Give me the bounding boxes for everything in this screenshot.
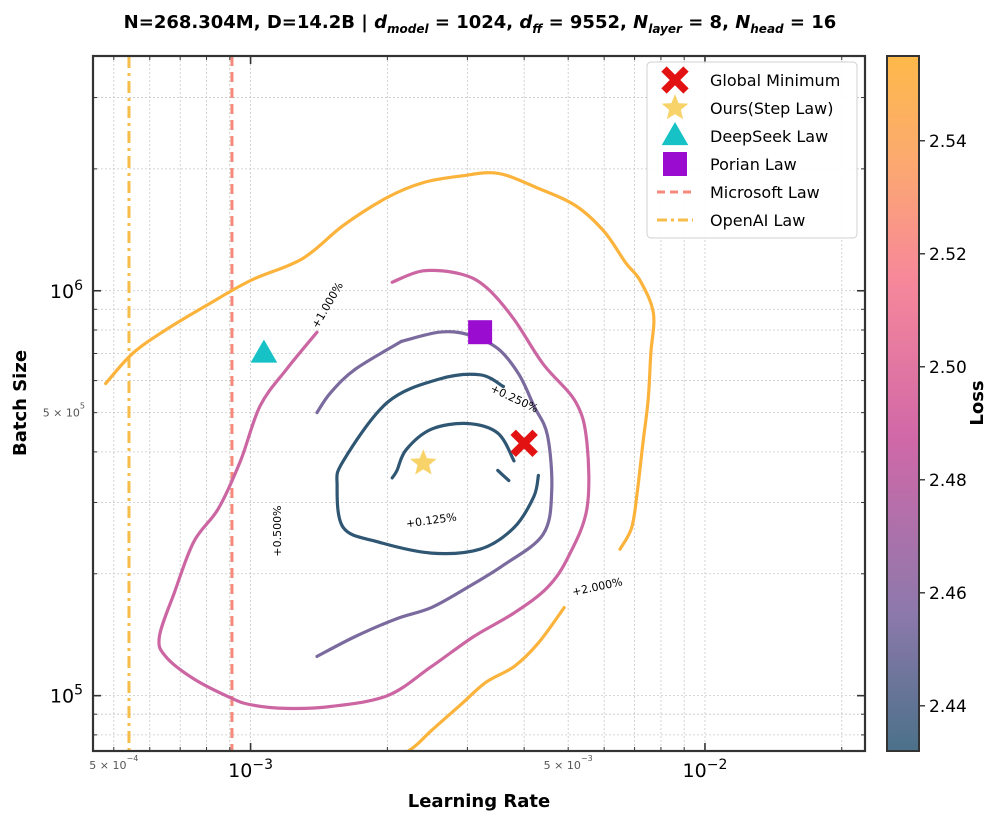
tick-labels: 10−3 10−2 5 × 10−4 5 × 10−3 105 106 5 × 105 — [43, 278, 728, 782]
title-dmodel-val: = 1024, — [429, 12, 520, 33]
x-tick-label: 10−2 — [683, 757, 728, 782]
title-dmodel-sym: d — [374, 12, 388, 33]
chart-title: N=268.304M, D=14.2B | dmodel = 1024, dff… — [124, 12, 837, 36]
colorbar-tick-label: 2.52 — [929, 245, 967, 265]
colorbar-tick-label: 2.46 — [929, 584, 967, 604]
legend-porian-law-label: Porian Law — [710, 155, 797, 174]
ours-step-law-marker — [408, 447, 439, 477]
x-axis-label: Learning Rate — [408, 791, 550, 812]
porian-law-marker — [468, 320, 493, 345]
title-nhead-sym: N — [735, 12, 750, 33]
colorbar-tick-label: 2.48 — [929, 471, 967, 491]
title-nhead-val: = 16 — [784, 12, 837, 33]
contour-0-250pct-line — [335, 372, 540, 556]
legend-deepseek-law-label: DeepSeek Law — [710, 127, 828, 146]
colorbar-tick-label: 2.50 — [929, 358, 967, 378]
contour-0-125pct-line — [496, 468, 511, 483]
contour-0-500pct-label: +0.500% — [271, 505, 284, 556]
title-nlayer-sub: layer — [648, 22, 683, 36]
legend-porian-law-swatch — [663, 152, 687, 176]
plot-frame — [91, 54, 867, 753]
reference-lines — [127, 56, 234, 751]
colorbar-label: Loss — [967, 380, 988, 425]
title-nlayer-val: = 8, — [682, 12, 735, 33]
colorbar: 2.44 2.46 2.48 2.50 2.52 2.54 Loss — [886, 55, 988, 752]
title-dff-sub: ff — [532, 22, 543, 36]
legend-deepseek-law-swatch — [661, 122, 689, 146]
y-tick-label: 105 — [50, 683, 83, 708]
x-tick-label: 10−3 — [228, 757, 273, 782]
title-prefix: N=268.304M, D=14.2B | — [124, 12, 374, 33]
legend-ours-step-law-label: Ours(Step Law) — [710, 99, 833, 118]
legend-global-minimum-label: Global Minimum — [710, 71, 840, 90]
legend-openai-law-label: OpenAI Law — [710, 211, 805, 230]
legend: Global Minimum Ours(Step Law) DeepSeek Law… — [646, 61, 858, 239]
y-axis-label: Batch Size — [10, 350, 31, 456]
title-nlayer-sym: N — [633, 12, 648, 33]
plot-area: +0.125%+0.250%+0.500%+1.000%+2.000% — [91, 54, 867, 753]
global-minimum-marker — [510, 429, 538, 457]
law-markers — [250, 320, 538, 477]
y-tick-label: 106 — [50, 278, 83, 303]
contour-2-000pct-line — [104, 171, 656, 551]
legend-global-minimum-swatch — [661, 66, 689, 94]
y-minor-tick-label: 5 × 105 — [43, 402, 85, 420]
legend-box — [646, 61, 858, 239]
contour-0-500pct-line — [315, 339, 404, 415]
x-minor-tick-label: 5 × 10−3 — [544, 754, 593, 772]
colorbar-tick-label: 2.54 — [929, 132, 967, 152]
title-dff-sym: d — [519, 12, 533, 33]
colorbar-gradient — [886, 55, 920, 752]
contour-1-000pct-line — [157, 268, 591, 711]
deepseek-law-marker — [250, 339, 278, 363]
contour-0-125pct-line — [390, 421, 516, 480]
title-dff-val: = 9552, — [542, 12, 633, 33]
contour-2-000pct-line — [405, 606, 566, 751]
legend-ours-step-law-swatch — [659, 91, 691, 121]
colorbar-tick-label: 2.44 — [929, 697, 967, 717]
title-dmodel-sub: model — [387, 22, 429, 36]
legend-microsoft-law-label: Microsoft Law — [710, 183, 820, 202]
x-minor-tick-label: 5 × 10−4 — [89, 754, 138, 772]
title-nhead-sub: head — [750, 22, 784, 36]
